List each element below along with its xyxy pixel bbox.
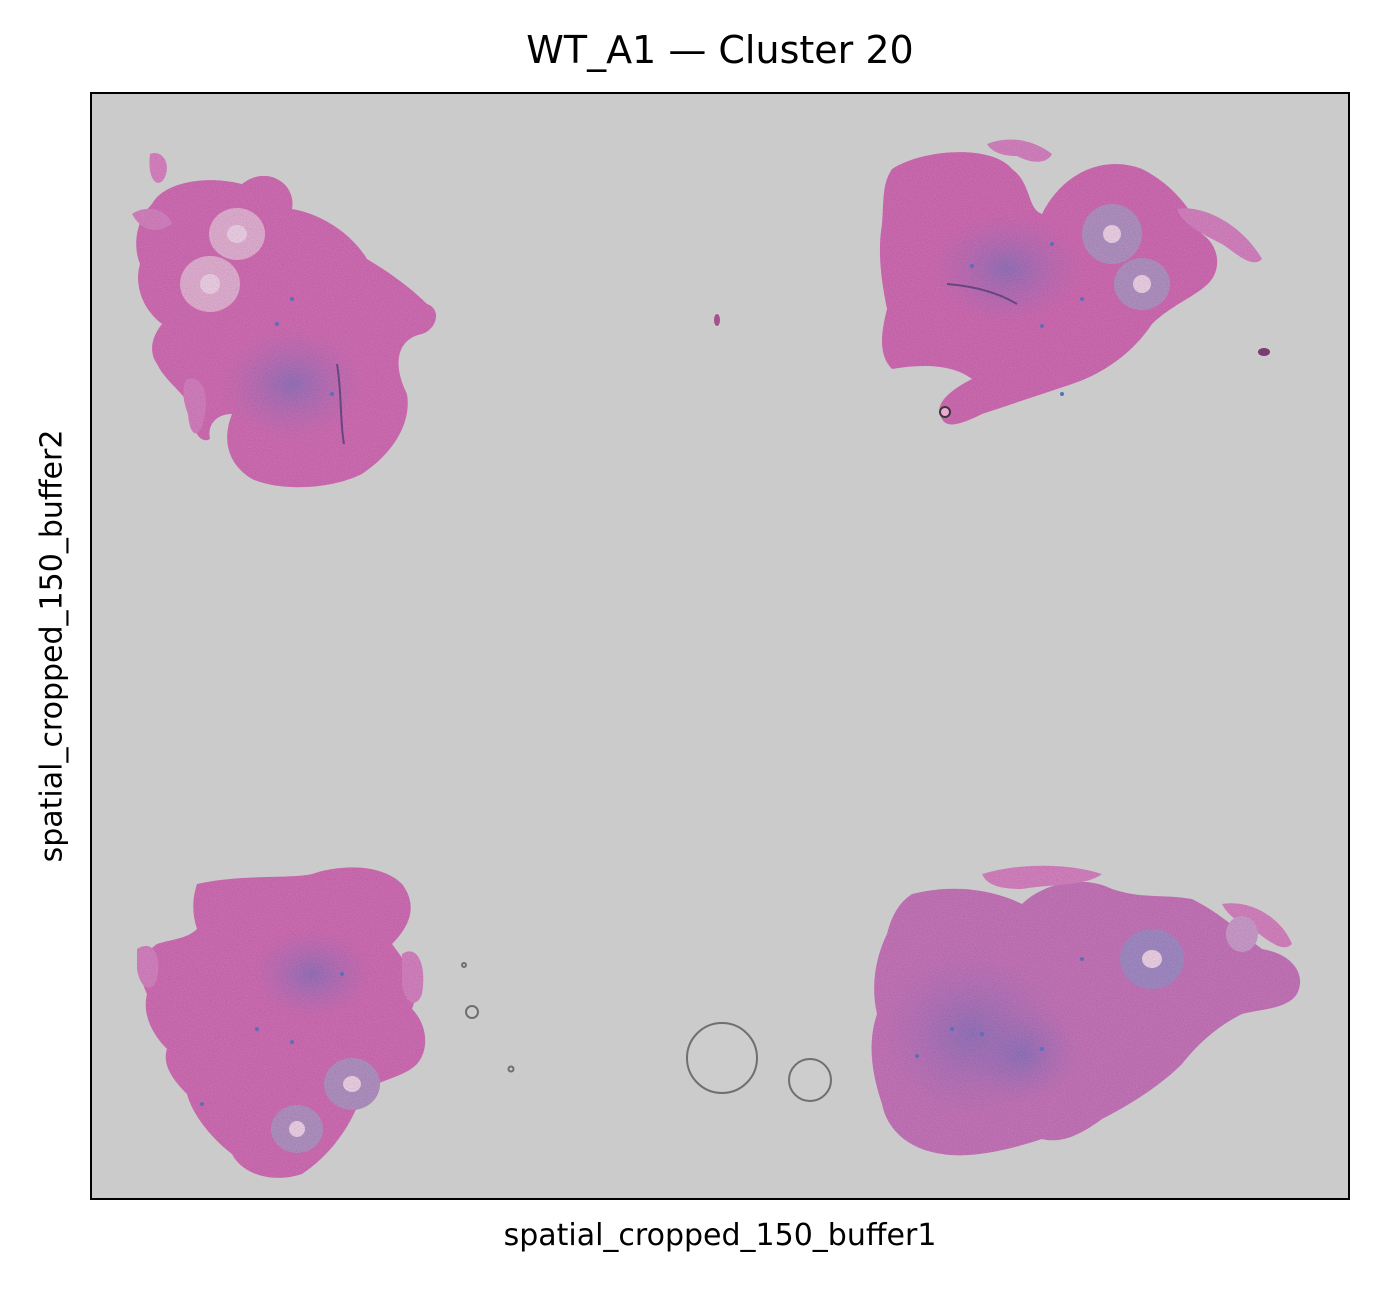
tissue-section-bottom-left bbox=[137, 867, 426, 1178]
air-bubbles bbox=[461, 962, 832, 1102]
debris-speck bbox=[714, 314, 720, 326]
plot-title: WT_A1 — Cluster 20 bbox=[526, 28, 914, 72]
tissue-section-bottom-right bbox=[871, 865, 1301, 1156]
x-axis-label: spatial_cropped_150_buffer1 bbox=[503, 1218, 937, 1253]
tissue-image bbox=[132, 139, 1301, 1178]
spatial-image-panel bbox=[90, 92, 1350, 1200]
tissue-section-top-right bbox=[879, 139, 1262, 425]
bubble-artifact bbox=[939, 406, 951, 418]
y-axis-label: spatial_cropped_150_buffer2 bbox=[34, 429, 70, 863]
debris-speck bbox=[1258, 348, 1270, 356]
tissue-section-top-left bbox=[132, 153, 437, 488]
blue-speckles bbox=[200, 242, 1084, 1106]
